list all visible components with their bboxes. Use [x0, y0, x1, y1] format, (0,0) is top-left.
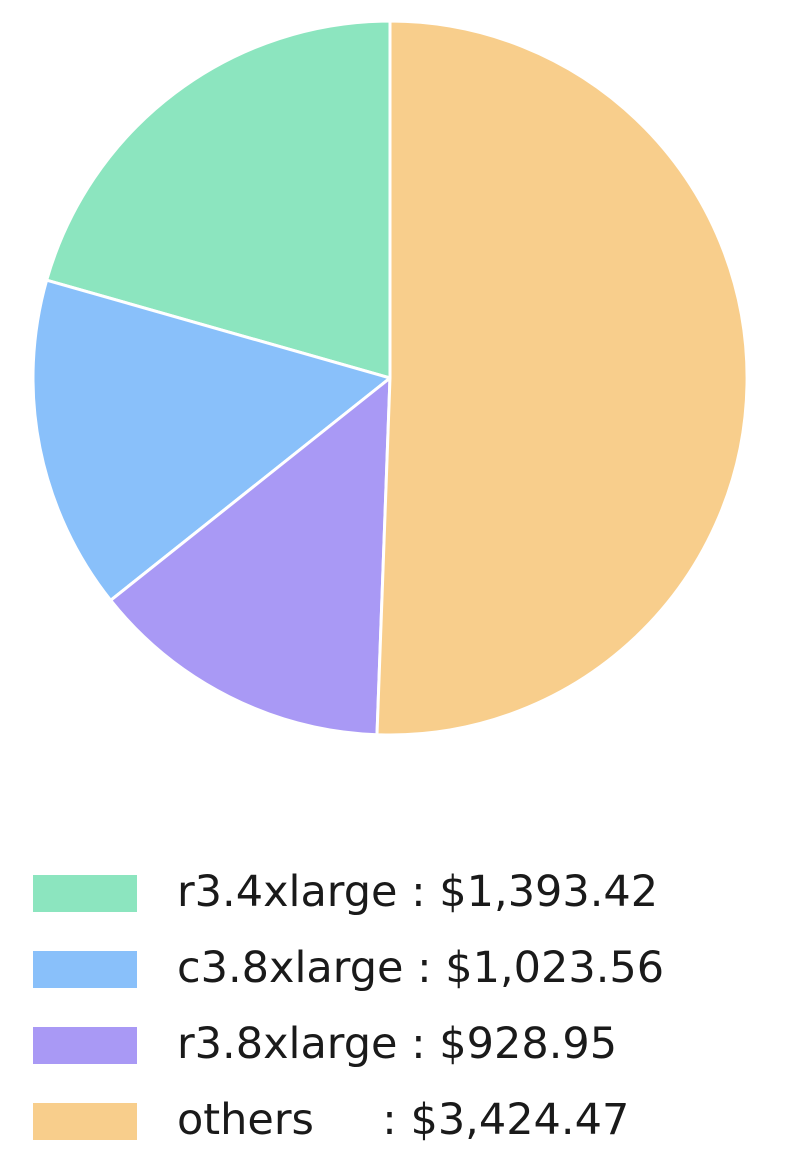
pie-slice-c3.8xlarge [31, 278, 392, 602]
legend-label-r3-4xlarge: r3.4xlarge : $1,393.42 [177, 867, 659, 918]
pie-slice-others [375, 19, 749, 737]
legend-swatch-r3-4xlarge [33, 874, 137, 912]
legend: r3.4xlarge : $1,393.42 c3.8xlarge : $1,0… [33, 855, 664, 1159]
legend-item-others: others : $3,424.47 [33, 1083, 664, 1159]
legend-item-r3-8xlarge: r3.8xlarge : $928.95 [33, 1007, 664, 1083]
legend-item-r3-4xlarge: r3.4xlarge : $1,393.42 [33, 855, 664, 931]
legend-swatch-r3-8xlarge [33, 1026, 137, 1064]
legend-swatch-c3-8xlarge [33, 950, 137, 988]
pie-slice-r3.4xlarge [45, 19, 392, 380]
pie-chart [31, 19, 749, 737]
pie-slice-r3.8xlarge [109, 376, 392, 737]
legend-swatch-others [33, 1102, 137, 1140]
legend-label-c3-8xlarge: c3.8xlarge : $1,023.56 [177, 943, 665, 994]
legend-label-others: others : $3,424.47 [177, 1095, 630, 1146]
legend-label-r3-8xlarge: r3.8xlarge : $928.95 [177, 1019, 618, 1070]
legend-item-c3-8xlarge: c3.8xlarge : $1,023.56 [33, 931, 664, 1007]
